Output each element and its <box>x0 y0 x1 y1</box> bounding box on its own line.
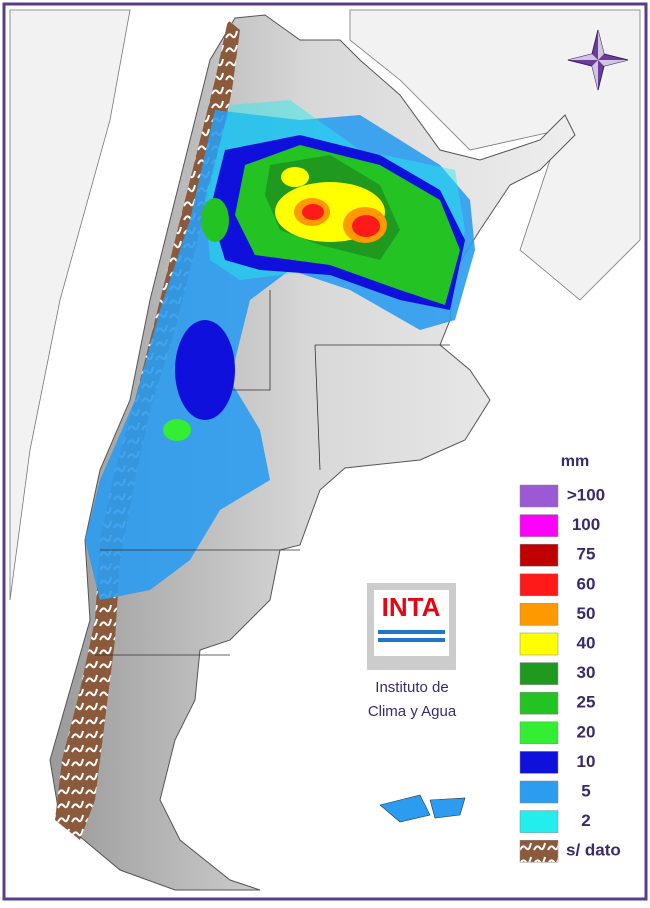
islands <box>379 794 466 823</box>
legend: >100 100 75 60 50 40 30 25 20 10 5 2 s/ dato <box>519 484 621 863</box>
legend-swatch <box>519 632 559 656</box>
legend-label: 20 <box>577 722 596 741</box>
legend-swatch <box>519 543 559 567</box>
legend-swatch <box>519 514 559 537</box>
legend-swatch <box>519 839 559 863</box>
rain-60 <box>352 215 380 237</box>
legend-label: 75 <box>577 545 596 564</box>
rain-60 <box>302 204 324 220</box>
rain-20 <box>163 419 191 441</box>
legend-label: 2 <box>581 811 590 830</box>
logo-caption: Instituto de <box>375 679 448 696</box>
legend-swatch <box>519 691 559 715</box>
legend-label: 50 <box>577 604 596 623</box>
legend-label: 30 <box>577 663 596 682</box>
legend-swatch <box>519 751 559 774</box>
logo: INTA Instituto de Clima y Agua <box>367 583 457 720</box>
compass <box>567 29 629 91</box>
logo-text: INTA <box>382 592 441 622</box>
rain-10 <box>175 320 235 420</box>
legend-swatch <box>519 810 559 833</box>
rain-40 <box>281 167 309 187</box>
legend-label: 5 <box>581 781 590 800</box>
legend-label: 100 <box>572 515 600 534</box>
legend-swatch <box>519 603 559 626</box>
province-borders <box>95 290 450 656</box>
rain-25 <box>201 198 229 242</box>
legend-title: mm <box>561 453 589 470</box>
legend-swatch <box>519 573 559 597</box>
legend-label: 60 <box>577 574 596 593</box>
legend-label: >100 <box>567 485 605 504</box>
legend-swatch <box>519 721 559 745</box>
legend-label: 10 <box>577 752 596 771</box>
legend-swatch <box>519 484 559 508</box>
neighbours <box>349 9 641 301</box>
chile <box>9 9 131 601</box>
legend-label: 40 <box>577 633 596 652</box>
logo-caption: Clima y Agua <box>368 703 457 720</box>
legend-swatch <box>519 662 559 685</box>
legend-label: 25 <box>577 693 596 712</box>
legend-swatch <box>519 780 559 804</box>
legend-label: s/ dato <box>566 841 621 860</box>
